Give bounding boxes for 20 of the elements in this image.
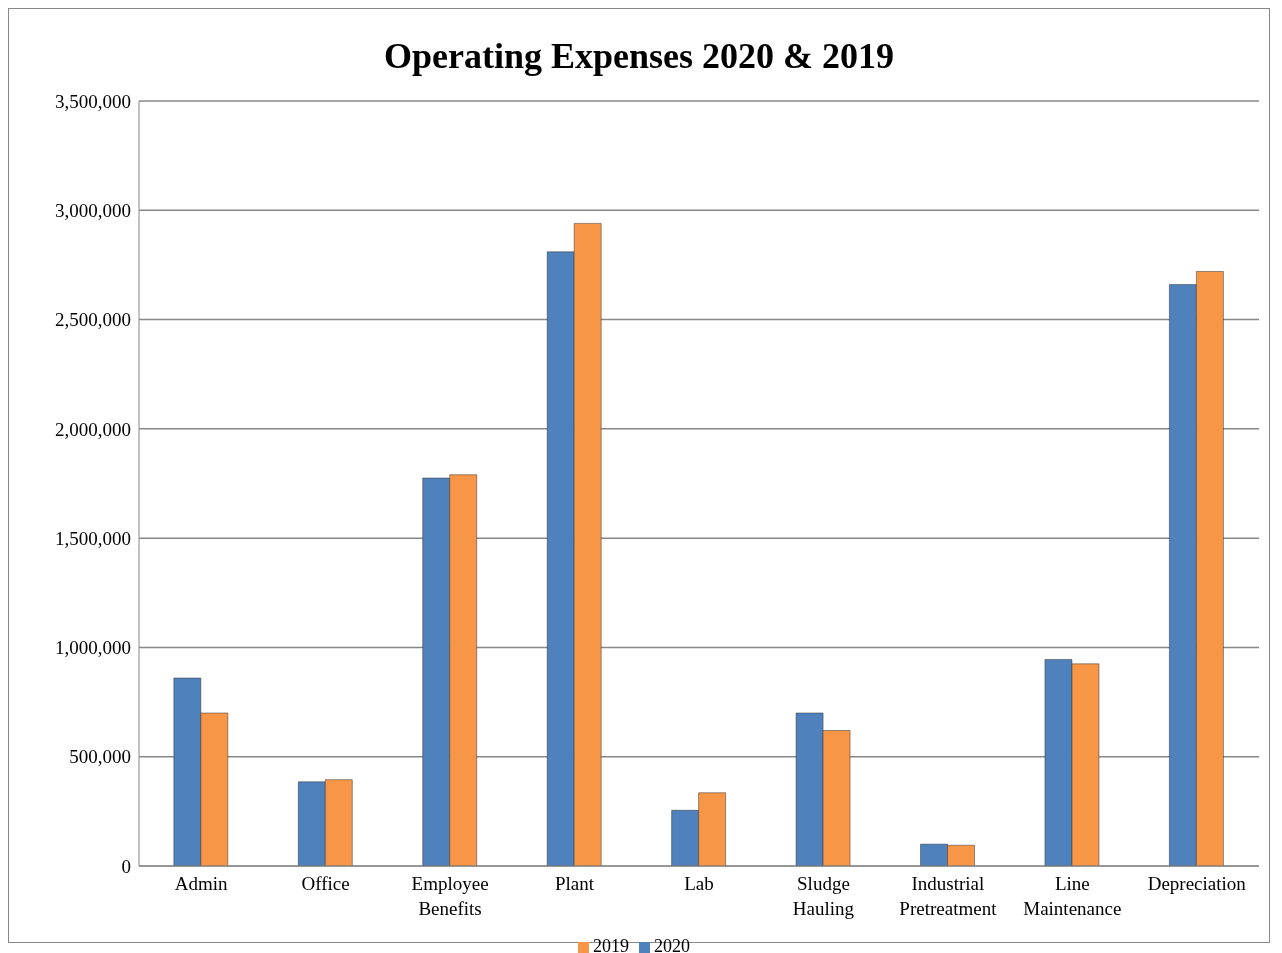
y-tick-label: 3,500,000 <box>55 90 131 112</box>
x-tick-label: Office <box>301 873 350 894</box>
x-tick-label: Line Maintenance <box>1023 873 1122 919</box>
x-tick-label: Admin <box>174 873 229 894</box>
legend-label: 2020 <box>654 936 690 953</box>
x-tick-label: Industrial Pretreatment <box>899 873 998 919</box>
y-tick-label: 2,000,000 <box>55 418 131 440</box>
x-tick-label: Sludge Hauling <box>792 873 855 919</box>
x-tick-label: Lab <box>684 873 714 894</box>
x-tick-label: Depreciation <box>1147 873 1247 894</box>
x-tick-label: Plant <box>555 873 595 894</box>
y-tick-label: 1,500,000 <box>55 527 131 549</box>
chart-title: Operating Expenses 2020 & 2019 <box>383 36 894 76</box>
y-tick-label: 2,500,000 <box>55 309 131 331</box>
x-tick-label: Employee Benefits <box>411 873 489 919</box>
y-tick-label: 3,000,000 <box>55 200 131 222</box>
y-tick-label: 0 <box>121 855 131 877</box>
y-tick-label: 500,000 <box>69 746 131 768</box>
y-tick-label: 1,000,000 <box>55 637 131 659</box>
legend-label: 2019 <box>593 936 629 953</box>
